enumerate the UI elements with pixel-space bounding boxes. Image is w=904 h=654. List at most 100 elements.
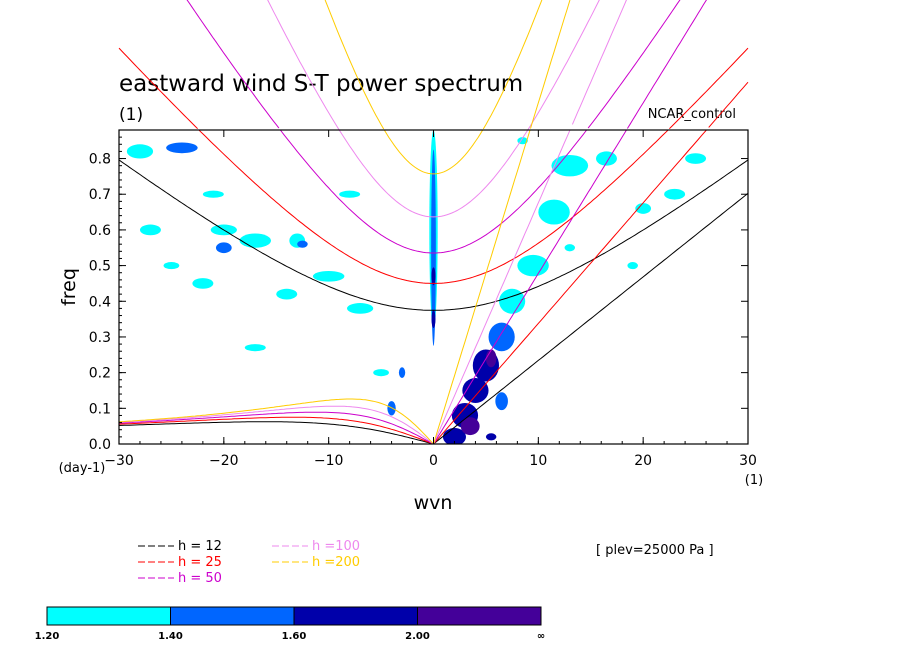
legend-label: h = 12 — [178, 539, 222, 554]
chart-subtitle-left: (1) — [119, 105, 143, 125]
contour-region — [312, 270, 345, 282]
y-tick-label: 0.2 — [89, 366, 111, 382]
contour-region — [276, 288, 298, 300]
kelvin-curve-above — [626, 0, 707, 129]
kelvin-curve — [433, 192, 748, 444]
colorbar-level-label: 1.20 — [35, 631, 60, 642]
y-tick-label: 0.4 — [89, 294, 111, 310]
contour-region — [664, 188, 686, 200]
contour-region — [202, 190, 224, 198]
contour-region — [462, 377, 489, 403]
contour-region — [495, 392, 508, 411]
contour-region — [499, 288, 526, 314]
contour-region — [595, 151, 617, 166]
inertio-gravity-curve-above — [267, 0, 600, 131]
colorbar-level-label: 1.40 — [158, 631, 183, 642]
contour-region — [244, 344, 266, 352]
inertio-gravity-curve-above — [118, 47, 749, 130]
y-unit-label: (day-1) — [59, 461, 106, 476]
legend-label: h = 50 — [178, 571, 222, 586]
chart-title: eastward wind S-T power spectrum — [119, 71, 523, 97]
x-tick-label: 20 — [634, 453, 652, 469]
x-tick-label: −20 — [209, 453, 239, 469]
contour-region — [166, 142, 198, 154]
contour-region — [485, 349, 497, 368]
colorbar-segment — [417, 606, 542, 626]
colorbar-level-label: 1.60 — [282, 631, 307, 642]
contour-region — [192, 278, 214, 289]
power-contours — [126, 130, 707, 444]
contour-region — [297, 240, 308, 248]
inertio-gravity-curve — [279, 130, 588, 254]
dispersion-curves — [119, 130, 748, 444]
contour-region — [564, 244, 576, 252]
y-tick-label: 0.8 — [89, 152, 111, 168]
contour-region — [215, 242, 232, 254]
contour-region — [517, 254, 549, 277]
kelvin-curve — [433, 130, 628, 444]
y-tick-label: 0.7 — [89, 187, 111, 203]
y-tick-label: 0.0 — [89, 437, 111, 453]
contour-region — [635, 203, 652, 214]
contour-region — [627, 262, 638, 270]
kelvin-curve — [433, 130, 708, 444]
x-axis-label: wvn — [414, 492, 453, 514]
contour-region — [538, 199, 570, 225]
contour-region — [163, 262, 180, 270]
contour-region — [398, 367, 406, 378]
x-tick-label: −30 — [104, 453, 134, 469]
colorbar-level-label: ∞ — [537, 631, 545, 642]
kelvin-curve-above — [530, 0, 571, 129]
rossby-curve — [119, 398, 434, 444]
inertio-gravity-curve — [119, 159, 748, 311]
x-tick-label: 0 — [429, 453, 438, 469]
chart-subtitle-right: NCAR_control — [648, 107, 736, 122]
contour-region — [347, 303, 374, 314]
rossby-curve — [119, 416, 434, 444]
inertio-gravity-curve — [383, 130, 484, 175]
x-tick-label: 10 — [529, 453, 547, 469]
colorbar-segment — [293, 606, 418, 626]
colorbar: 1.20 1.40 1.60 2.00 ∞ — [35, 606, 545, 642]
kelvin-curve-above — [571, 0, 627, 125]
y-tick-label: 0.1 — [89, 401, 111, 417]
contour-region — [488, 322, 515, 352]
inertio-gravity-curve — [198, 130, 669, 284]
y-tick-label: 0.6 — [89, 223, 111, 239]
inertio-gravity-curve-above — [186, 0, 681, 129]
legend-label: h = 25 — [178, 555, 222, 570]
contour-region — [373, 369, 389, 377]
contour-region — [339, 190, 361, 198]
kelvin-curve — [433, 130, 571, 444]
dispersion-curves-above-plot — [118, 0, 749, 131]
y-tick-label: 0.3 — [89, 330, 111, 346]
y-axis-ticks: 0.0 0.1 0.2 0.3 0.4 0.5 0.6 0.7 0.8 — [89, 136, 748, 453]
x-axis-ticks: −30 −20 −10 0 10 20 30 — [104, 130, 757, 469]
x-tick-label: −10 — [314, 453, 344, 469]
contour-region — [431, 149, 436, 346]
rossby-curve — [119, 411, 434, 444]
kelvin-curve-above — [708, 81, 749, 128]
x-tick-label: 30 — [739, 453, 757, 469]
level-annotation: [ plev=25000 Pa ] — [596, 543, 714, 558]
y-tick-label: 0.5 — [89, 259, 111, 275]
colorbar-level-label: 2.00 — [405, 631, 430, 642]
rossby-curve — [119, 421, 434, 444]
legend-label: h =100 — [312, 539, 360, 554]
inertio-gravity-curve — [338, 130, 529, 218]
legend-label: h =200 — [312, 555, 360, 570]
contour-region — [460, 417, 480, 436]
kelvin-curve — [433, 130, 531, 444]
contour-region — [551, 154, 589, 177]
contour-region — [431, 310, 436, 329]
contour-region — [685, 153, 707, 164]
colorbar-segment — [46, 606, 171, 626]
y-axis-label: freq — [58, 268, 80, 306]
contour-region — [485, 433, 497, 441]
contour-region — [126, 144, 154, 159]
x-unit-label: (1) — [745, 473, 763, 488]
contour-region — [239, 233, 272, 248]
contour-region — [139, 224, 161, 236]
